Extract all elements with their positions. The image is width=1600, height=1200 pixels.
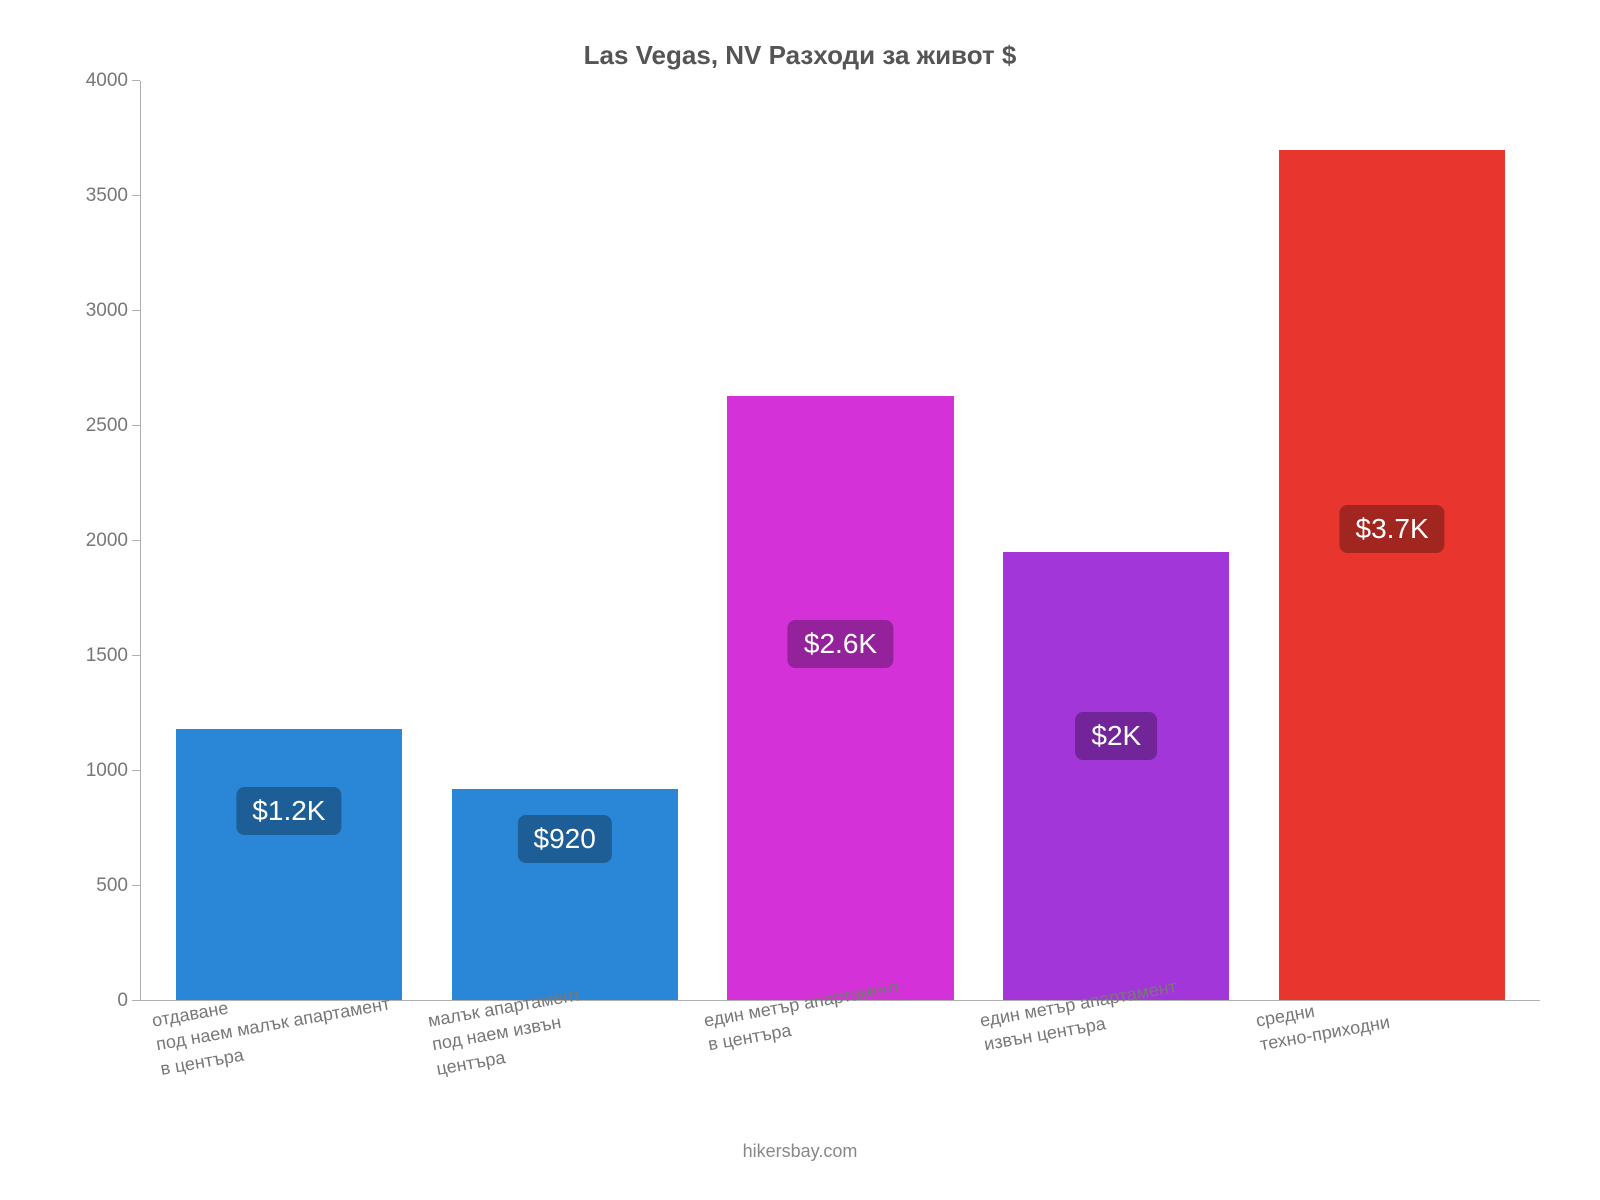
x-label-slot: средни техно-приходни xyxy=(1254,1001,1530,1141)
y-tick-label: 3500 xyxy=(68,185,128,207)
y-tick-mark xyxy=(132,885,140,886)
bar-slot: $3.7K xyxy=(1254,81,1530,1000)
y-tick-mark xyxy=(132,1000,140,1001)
y-tick-mark xyxy=(132,770,140,771)
x-label-slot: един метър апартамент извън центъра xyxy=(978,1001,1254,1141)
x-label-slot: отдаване под наем малък апартамент в цен… xyxy=(150,1001,426,1141)
y-tick-mark xyxy=(132,425,140,426)
bar-slot: $2.6K xyxy=(703,81,979,1000)
bar: $920 xyxy=(452,789,678,1000)
y-tick-mark xyxy=(132,655,140,656)
bar-value-label: $3.7K xyxy=(1339,505,1444,553)
chart-title: Las Vegas, NV Разходи за живот $ xyxy=(60,40,1540,71)
bar: $1.2K xyxy=(176,729,402,1000)
bar: $2K xyxy=(1003,552,1229,1000)
bar-value-label: $1.2K xyxy=(236,787,341,835)
bars-group: $1.2K $920 $2.6K $2K $3.7K xyxy=(141,81,1540,1000)
y-tick-mark xyxy=(132,310,140,311)
bar: $3.7K xyxy=(1279,150,1505,1000)
y-tick-label: 3000 xyxy=(68,300,128,322)
y-tick-label: 0 xyxy=(68,990,128,1012)
bar-slot: $1.2K xyxy=(151,81,427,1000)
x-axis-labels: отдаване под наем малък апартамент в цен… xyxy=(140,1001,1540,1141)
plot-area: 05001000150020002500300035004000 $1.2K$9… xyxy=(60,81,1540,1001)
y-tick-label: 2000 xyxy=(68,530,128,552)
plot: $1.2K $920 $2.6K $2K $3.7K xyxy=(140,81,1540,1001)
y-tick-mark xyxy=(132,540,140,541)
chart-container: Las Vegas, NV Разходи за живот $ 0 500 100… xyxy=(0,0,1600,1200)
y-tick-mark xyxy=(132,80,140,81)
bar-slot: $920 xyxy=(427,81,703,1000)
y-tick-label: 500 xyxy=(68,875,128,897)
y-tick-mark xyxy=(132,195,140,196)
y-tick-label: 4000 xyxy=(68,70,128,92)
x-label-slot: малък апартамент под наем извън центъра xyxy=(426,1001,702,1141)
bar-value-label: $2.6K xyxy=(788,620,893,668)
chart-footer: hikersbay.com xyxy=(60,1141,1540,1162)
y-axis: 05001000150020002500300035004000 xyxy=(60,81,140,1001)
bar-value-label: $2K xyxy=(1075,712,1157,760)
bar-value-label: $920 xyxy=(518,815,612,863)
x-label-slot: един метър апартамент в центъра xyxy=(702,1001,978,1141)
bar-slot: $2K xyxy=(978,81,1254,1000)
y-tick-label: 2500 xyxy=(68,415,128,437)
y-tick-label: 1000 xyxy=(68,760,128,782)
bar: $2.6K xyxy=(727,396,953,1000)
y-tick-label: 1500 xyxy=(68,645,128,667)
